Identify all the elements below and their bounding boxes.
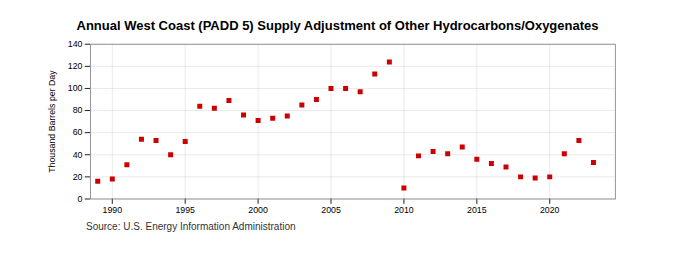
- svg-text:2010: 2010: [394, 205, 414, 215]
- svg-text:20: 20: [73, 172, 83, 182]
- svg-text:80: 80: [73, 105, 83, 115]
- html-text:Source: U.S. Energy Informatio: Source: U.S. Energy Information Administ…: [86, 221, 296, 233]
- svg-text:2000: 2000: [248, 205, 268, 215]
- svg-text:Thousand Barrels per Day: Thousand Barrels per Day: [47, 70, 57, 173]
- svg-text:1995: 1995: [175, 205, 195, 215]
- svg-text:100: 100: [68, 83, 83, 93]
- html-text:Annual West Coast (PADD 5) Sup: Annual West Coast (PADD 5) Supply Adjust…: [76, 18, 599, 33]
- svg-text:1990: 1990: [103, 205, 123, 215]
- svg-text:2015: 2015: [467, 205, 487, 215]
- svg-text:0: 0: [78, 194, 83, 204]
- svg-text:60: 60: [73, 127, 83, 137]
- svg-text:120: 120: [68, 61, 83, 71]
- svg-text:40: 40: [73, 150, 83, 160]
- svg-text:140: 140: [68, 39, 83, 49]
- svg-text:2020: 2020: [540, 205, 560, 215]
- svg-text:2005: 2005: [321, 205, 341, 215]
